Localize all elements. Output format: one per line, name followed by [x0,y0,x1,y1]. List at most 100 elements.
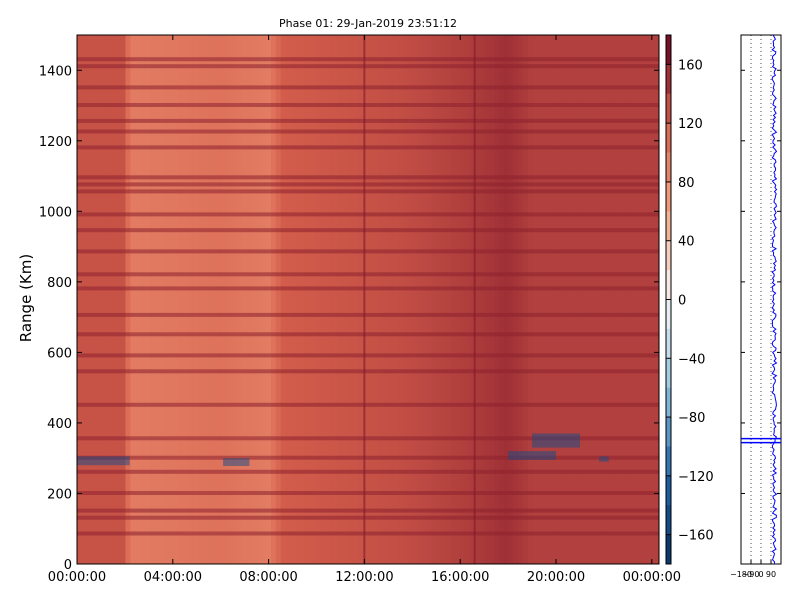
colorbar-segment [666,270,671,300]
colorbar-segment [666,240,671,271]
heatmap-column [406,35,413,564]
heatmap-column [261,35,267,564]
chart-title: Phase 01: 29-Jan-2019 23:51:12 [279,17,457,30]
y-tick-label: 1000 [39,205,72,220]
colorbar-segment [666,446,671,477]
heatmap-column [154,35,160,564]
heatmap-band [77,228,659,233]
colorbar-tick-label: −40 [678,352,705,367]
heatmap-column [338,35,345,564]
heatmap-column [605,35,611,564]
heatmap-band [77,402,659,407]
heatmap-column [465,35,471,564]
y-axis-label: Range (Km) [17,254,35,342]
colorbar-segment [666,181,671,212]
heatmap-band [77,469,659,474]
heatmap-column [382,35,388,564]
heatmap-band [77,515,659,520]
heatmap-column [440,35,446,564]
heatmap-column [212,35,219,564]
heatmap-column [566,35,573,564]
heatmap-column [285,35,291,564]
heatmap-column [198,35,204,564]
heatmap-column [411,35,417,564]
heatmap-band [77,369,659,374]
heatmap-column [271,35,277,564]
heatmap-column [188,35,194,564]
heatmap-column [421,35,427,564]
heatmap-column [450,35,456,564]
y-tick-label: 0 [64,558,72,573]
heatmap-column [91,35,97,564]
heatmap-column [314,35,320,564]
heatmap-blue-patch [532,433,580,448]
heatmap-column [474,35,480,564]
heatmap-column [639,35,645,564]
heatmap-band [77,436,659,441]
colorbar-segment [666,64,671,95]
heatmap-column [518,35,524,564]
colorbar-segment [666,123,671,154]
heatmap-column [387,35,393,564]
heatmap-column [620,35,626,564]
heatmap-column [159,35,165,564]
heatmap-streak [473,35,476,564]
colorbar-segment [666,475,671,506]
heatmap-column [392,35,398,564]
heatmap-column [275,35,282,564]
heatmap-column [629,35,636,564]
heatmap-column [654,35,660,564]
heatmap-column [115,35,122,564]
colorbar-segment [666,211,671,242]
heatmap-column [649,35,655,564]
heatmap-column [174,35,180,564]
heatmap-band [77,57,659,62]
heatmap-column [557,35,563,564]
colorbar-segment [666,93,671,124]
heatmap-column [460,35,466,564]
heatmap-band [77,312,659,317]
heatmap-column [266,35,272,564]
profile-series-line [771,34,778,565]
y-tick-label: 400 [47,417,72,432]
colorbar-segment [666,505,671,536]
heatmap-band [77,212,659,217]
x-tick-label: 00:00:00 [623,570,681,585]
heatmap-column [217,35,223,564]
y-tick-label: 800 [47,276,72,291]
heatmap-streak [363,35,366,564]
heatmap-band [77,531,659,536]
heatmap-column [377,35,383,564]
heatmap-column [207,35,214,564]
phase-profile-panel: −180−90 0 90 [730,34,782,579]
y-tick-label: 1400 [39,64,72,79]
heatmap-column [232,35,238,564]
heatmap-band [77,455,659,460]
heatmap-column [591,35,597,564]
heatmap-blue-patch [508,451,556,460]
heatmap-band [77,491,659,495]
heatmap-column [363,35,369,564]
heatmap-column [542,35,548,564]
heatmap-column [144,35,151,564]
colorbar-segment [666,387,671,418]
x-tick-label: 08:00:00 [239,570,297,585]
heatmap-column [110,35,117,564]
heatmap-column [576,35,582,564]
heatmap-column [523,35,529,564]
heatmap-column [178,35,185,564]
heatmap-column [309,35,316,564]
heatmap-column [581,35,587,564]
colorbar-tick-label: 120 [678,117,703,132]
heatmap-column [401,35,408,564]
heatmap-column [222,35,228,564]
colorbar-segment [666,358,671,389]
heatmap-column [508,35,514,564]
heatmap-column [532,35,539,564]
heatmap-band [77,103,659,107]
heatmap-column [251,35,257,564]
heatmap-column [600,35,607,564]
heatmap-band [77,129,659,134]
heatmap-blue-patch [223,458,250,466]
heatmap-column [372,35,379,564]
